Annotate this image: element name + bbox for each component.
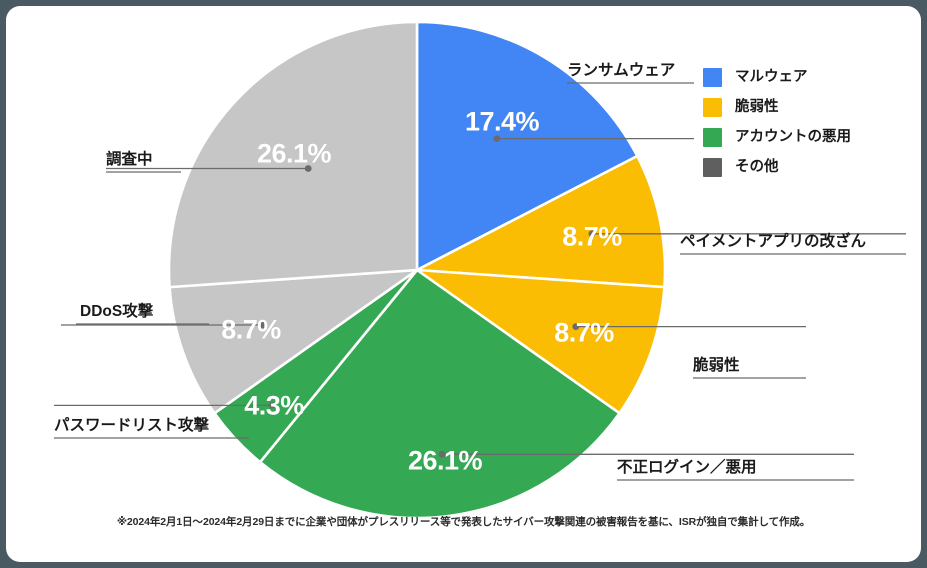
legend-item[interactable]: その他 [703,158,851,177]
legend-swatch-icon [703,98,722,117]
leader-dot [268,402,276,409]
pie-callout-label: 不正ログイン／悪用 [617,459,757,476]
legend-swatch-icon [703,68,722,87]
legend-item[interactable]: アカウントの悪用 [703,128,851,147]
legend-item[interactable]: 脆弱性 [703,98,851,117]
chart-card: 17.4% 8.7% 8.7% 26.1% 4.3% 8.7% 26.1% ランサムウェアペ… [6,6,921,562]
leader-dot [438,450,446,458]
chart-legend: マルウェア脆弱性アカウントの悪用 その他 [703,68,851,177]
pie-callout-label: パスワードリスト攻撃 [54,417,210,434]
legend-item-label: 脆弱性 [735,99,779,116]
pie-callout-label: ランサムウェア [567,62,676,79]
pie-slice[interactable] [167,20,419,289]
legend-item-label: アカウントの悪用 [735,129,851,146]
pie-chart-svg [54,20,906,520]
pie-slice-value: 8.7% [554,317,614,348]
pie-slice-value: 26.1% [407,445,483,476]
chart-stage: 17.4% 8.7% 8.7% 26.1% 4.3% 8.7% 26.1% ランサムウェアペ… [6,6,921,562]
pie-slice[interactable] [258,268,621,520]
pie-callout-label: 調査中 [106,151,153,168]
leader-dot [493,135,501,143]
pie-callout-label: 脆弱性 [693,357,740,374]
legend-item-label: マルウェア [735,69,808,86]
pie-slice-value: 8.7% [221,314,281,345]
legend-swatch-icon [703,128,722,147]
leader-dot [304,165,312,172]
leader-dot [572,323,580,330]
pie-slice[interactable] [415,268,666,415]
pie-slice-value: 8.7% [562,221,622,252]
leader-dot [259,321,267,329]
pie-slice-value: 26.1% [256,138,332,169]
pie-callout-label: DDoS攻撃 [80,303,154,320]
pie-slice-value: 4.3% [244,390,304,421]
pie-slices [167,20,667,520]
pie-slice[interactable] [415,154,667,289]
chart-footnote: ※2024年2月1日〜2024年2月29日までに企業や団体がプレスリリース等で発… [116,516,811,528]
pie-slice[interactable] [415,20,639,272]
legend-swatch-icon [703,158,722,177]
pie-slice[interactable] [168,268,419,415]
leader-dot [588,230,596,238]
legend-item-label: その他 [735,159,779,176]
leader-lines [54,82,906,481]
legend-item[interactable]: マルウェア [703,68,851,87]
pie-slice-value: 17.4% [464,106,540,137]
pie-callout-label: ペイメントアプリの改ざん [680,233,867,250]
